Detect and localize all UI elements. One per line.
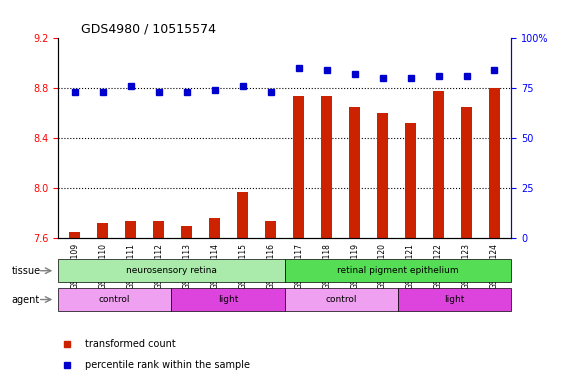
Bar (321, 96, 332, 238)
Bar (125, 220, 137, 238)
Bar (181, 225, 192, 238)
Bar (461, 107, 472, 238)
FancyBboxPatch shape (285, 259, 511, 282)
FancyBboxPatch shape (58, 259, 285, 282)
Text: GDS4980 / 10515574: GDS4980 / 10515574 (81, 23, 216, 36)
Bar (377, 113, 388, 238)
Text: light: light (218, 295, 238, 304)
Bar (265, 220, 277, 238)
Bar (349, 107, 360, 238)
Bar (433, 91, 444, 238)
FancyBboxPatch shape (58, 288, 171, 311)
Bar (69, 232, 81, 238)
Text: control: control (325, 295, 357, 304)
Bar (209, 218, 220, 238)
Text: control: control (99, 295, 131, 304)
FancyBboxPatch shape (398, 288, 511, 311)
Bar (405, 123, 416, 238)
Text: tissue: tissue (12, 266, 41, 276)
Bar (237, 192, 248, 238)
Bar (293, 96, 304, 238)
Text: agent: agent (12, 295, 40, 305)
Bar (97, 223, 109, 238)
Bar (489, 88, 500, 238)
Text: transformed count: transformed count (85, 339, 176, 349)
FancyBboxPatch shape (285, 288, 398, 311)
Text: percentile rank within the sample: percentile rank within the sample (85, 360, 250, 370)
Text: neurosensory retina: neurosensory retina (126, 266, 217, 275)
Text: light: light (444, 295, 465, 304)
Bar (153, 220, 164, 238)
FancyBboxPatch shape (171, 288, 285, 311)
Text: retinal pigment epithelium: retinal pigment epithelium (337, 266, 459, 275)
